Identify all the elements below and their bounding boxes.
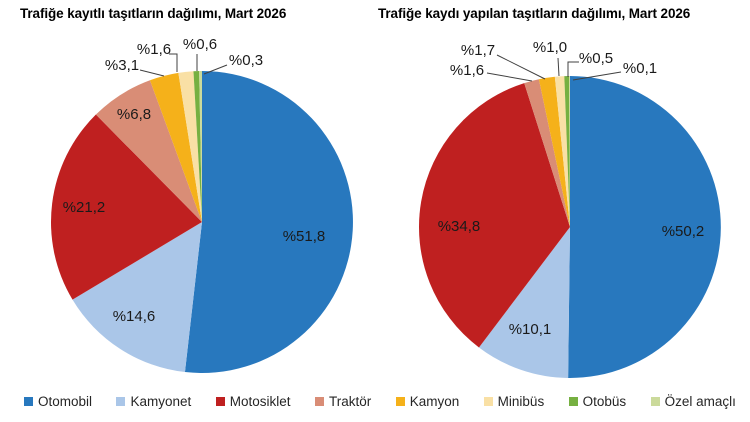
pie-slice-minibus bbox=[178, 71, 202, 222]
slice-label-minibus: %1,0 bbox=[533, 39, 567, 56]
pie-chart-newly-registered-vehicles: %50,2 %10,1 %34,8 %1,6 %1,7 %1,0 %0,5 %0,1 bbox=[418, 39, 721, 378]
legend-label-kamyonet: Kamyonet bbox=[130, 393, 192, 409]
leader-line-kamyon bbox=[139, 69, 165, 77]
legend-label-otobus: Otobüs bbox=[582, 393, 627, 409]
pie-slice-motosiklet bbox=[418, 83, 570, 348]
pie-slice-otobus bbox=[193, 71, 202, 222]
legend-item-motosiklet: Motosiklet bbox=[215, 393, 291, 409]
pie-slice-traktor bbox=[524, 79, 570, 227]
slice-label-kamyonet: %10,1 bbox=[509, 321, 552, 338]
legend-item-kamyon: Kamyon bbox=[395, 393, 460, 409]
slice-label-kamyonet: %14,6 bbox=[113, 308, 156, 325]
slice-label-kamyon: %1,7 bbox=[461, 42, 495, 59]
slice-label-minibus: %1,6 bbox=[137, 41, 171, 58]
slice-label-otobus: %0,5 bbox=[579, 50, 613, 67]
legend-item-otobus: Otobüs bbox=[568, 393, 627, 409]
legend-item-kamyonet: Kamyonet bbox=[116, 394, 191, 409]
slice-label-motosiklet: %34,8 bbox=[438, 218, 481, 235]
chart-registered-vehicles: Trafiğe kayıtlı taşıtların dağılımı, Mar… bbox=[0, 0, 375, 388]
legend-item-otomobil: Otomobil bbox=[24, 394, 92, 409]
leader-line-otobus bbox=[567, 61, 579, 77]
legend-label-traktor: Traktör bbox=[328, 393, 372, 409]
pie-slice-ozel-amacli bbox=[569, 75, 570, 227]
legend-swatch-ozel-amacli bbox=[650, 396, 660, 406]
pie-slice-minibus bbox=[554, 76, 570, 227]
chart-title-newly-registered: Trafiğe kaydı yapılan taşıtların dağılım… bbox=[378, 6, 691, 21]
leader-line-minibus bbox=[169, 53, 178, 72]
leader-line-minibus bbox=[557, 57, 560, 77]
slice-label-motosiklet: %21,2 bbox=[63, 199, 106, 216]
slice-label-kamyon: %3,1 bbox=[105, 57, 139, 74]
legend-item-ozel-amacli: Özel amaçlı bbox=[650, 393, 736, 409]
slice-label-otobus: %0,6 bbox=[183, 36, 217, 53]
pie-slice-kamyon bbox=[538, 76, 570, 227]
slice-label-ozel-amacli: %0,3 bbox=[229, 52, 263, 69]
legend-swatch-minibus bbox=[483, 396, 493, 406]
pie-slice-otomobil bbox=[568, 76, 721, 378]
leader-line-ozel-amacli bbox=[203, 64, 228, 75]
slice-label-otomobil: %50,2 bbox=[662, 223, 705, 240]
slice-label-traktor: %6,8 bbox=[117, 106, 151, 123]
chart-newly-registered-vehicles: Trafiğe kaydı yapılan taşıtların dağılım… bbox=[375, 0, 750, 388]
slice-label-traktor: %1,6 bbox=[450, 62, 484, 79]
slice-label-ozel-amacli: %0,1 bbox=[623, 60, 657, 77]
chart-title-registered: Trafiğe kayıtlı taşıtların dağılımı, Mar… bbox=[20, 6, 287, 21]
pie-slice-traktor bbox=[95, 80, 202, 222]
legend-label-kamyon: Kamyon bbox=[409, 393, 460, 409]
pie-slice-kamyon bbox=[149, 72, 202, 222]
legend-label-otomobil: Otomobil bbox=[38, 393, 93, 409]
legend-label-ozel-amacli: Özel amaçlı bbox=[664, 393, 736, 409]
legend-swatch-kamyon bbox=[395, 396, 405, 406]
leader-line-kamyon bbox=[496, 54, 546, 80]
pie-chart-registered-vehicles: %51,8 %14,6 %21,2 %6,8 %3,1%1,6 %0,6 %0,3 bbox=[50, 36, 353, 373]
pie-slice-otobus bbox=[564, 76, 570, 227]
leader-line-traktor bbox=[486, 72, 533, 82]
pie-slice-kamyonet bbox=[72, 222, 202, 373]
legend-item-minibus: Minibüs bbox=[483, 393, 545, 409]
legend-swatch-traktor bbox=[314, 396, 324, 406]
legend-swatch-motosiklet bbox=[215, 396, 225, 406]
slice-label-otomobil: %51,8 bbox=[283, 228, 326, 245]
legend-label-minibus: Minibüs bbox=[497, 393, 545, 409]
pie-slice-otomobil bbox=[184, 71, 353, 373]
leader-line-ozel-amacli bbox=[572, 71, 622, 81]
legend-swatch-otobus bbox=[568, 396, 578, 406]
legend: Otomobil Kamyonet Motosiklet Traktör Kamyon M… bbox=[24, 390, 736, 412]
legend-swatch-kamyonet bbox=[116, 396, 126, 406]
legend-item-traktor: Traktör bbox=[314, 393, 372, 409]
pie-slice-motosiklet bbox=[50, 114, 203, 300]
legend-swatch-otomobil bbox=[24, 396, 33, 406]
legend-label-motosiklet: Motosiklet bbox=[229, 393, 291, 409]
pie-slice-ozel-amacli bbox=[199, 71, 202, 222]
pie-slice-kamyonet bbox=[478, 227, 570, 378]
